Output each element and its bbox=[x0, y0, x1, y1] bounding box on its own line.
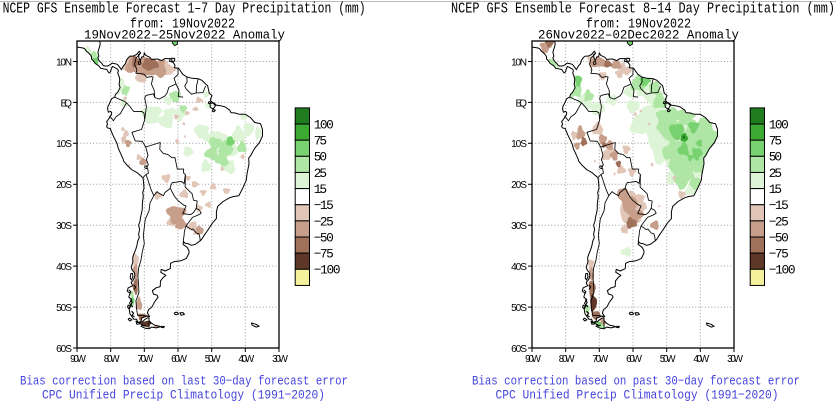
svg-text:CPC Unified Precip Climatology: CPC Unified Precip Climatology (1991−202… bbox=[496, 387, 779, 402]
svg-text:from: 19Nov2022: from: 19Nov2022 bbox=[130, 16, 235, 32]
svg-text:80W: 80W bbox=[104, 354, 120, 365]
svg-text:−100: −100 bbox=[769, 263, 796, 278]
svg-text:70W: 70W bbox=[592, 354, 608, 365]
svg-text:NCEP GFS Ensemble Forecast 1–7: NCEP GFS Ensemble Forecast 1–7 Day Preci… bbox=[3, 2, 366, 18]
svg-text:30S: 30S bbox=[56, 221, 72, 232]
svg-text:−75: −75 bbox=[769, 247, 789, 262]
svg-text:Bias correction based on past: Bias correction based on past 30−day for… bbox=[472, 373, 800, 388]
svg-text:10S: 10S bbox=[511, 139, 527, 150]
svg-text:10S: 10S bbox=[56, 139, 72, 150]
svg-text:50W: 50W bbox=[205, 354, 221, 365]
svg-text:−50: −50 bbox=[769, 230, 789, 245]
svg-text:Bias correction based on last: Bias correction based on last 30−day for… bbox=[20, 373, 348, 388]
svg-text:90W: 90W bbox=[525, 354, 541, 365]
svg-text:60W: 60W bbox=[171, 354, 187, 365]
svg-text:−50: −50 bbox=[314, 230, 334, 245]
svg-text:−15: −15 bbox=[769, 198, 789, 213]
svg-text:−100: −100 bbox=[314, 263, 341, 278]
svg-text:50S: 50S bbox=[56, 303, 72, 314]
svg-text:15: 15 bbox=[314, 182, 327, 197]
svg-text:100: 100 bbox=[314, 117, 334, 132]
svg-text:70W: 70W bbox=[137, 354, 153, 365]
svg-text:30S: 30S bbox=[511, 221, 527, 232]
svg-text:80W: 80W bbox=[559, 354, 575, 365]
svg-text:30W: 30W bbox=[727, 354, 743, 365]
svg-text:60S: 60S bbox=[511, 344, 527, 355]
svg-text:20S: 20S bbox=[56, 180, 72, 191]
svg-text:50S: 50S bbox=[511, 303, 527, 314]
svg-text:20S: 20S bbox=[511, 180, 527, 191]
svg-text:50: 50 bbox=[314, 150, 327, 165]
svg-text:40W: 40W bbox=[238, 354, 254, 365]
svg-text:75: 75 bbox=[314, 134, 327, 149]
svg-text:40S: 40S bbox=[511, 262, 527, 273]
svg-text:25: 25 bbox=[314, 166, 327, 181]
svg-text:50: 50 bbox=[769, 150, 782, 165]
svg-text:−15: −15 bbox=[314, 198, 334, 213]
svg-text:10N: 10N bbox=[511, 57, 527, 68]
svg-text:−25: −25 bbox=[314, 214, 334, 229]
svg-text:EQ: EQ bbox=[61, 98, 73, 109]
svg-text:100: 100 bbox=[769, 117, 789, 132]
svg-text:25: 25 bbox=[769, 166, 782, 181]
svg-text:19Nov2022–25Nov2022 Anomaly: 19Nov2022–25Nov2022 Anomaly bbox=[84, 29, 285, 43]
svg-text:−75: −75 bbox=[314, 247, 334, 262]
svg-text:40S: 40S bbox=[56, 262, 72, 273]
svg-text:EQ: EQ bbox=[516, 98, 528, 109]
svg-text:15: 15 bbox=[769, 182, 782, 197]
svg-text:CPC Unified Precip Climatology: CPC Unified Precip Climatology (1991−202… bbox=[42, 387, 325, 402]
svg-text:60W: 60W bbox=[626, 354, 642, 365]
svg-text:NCEP GFS Ensemble Forecast 8–1: NCEP GFS Ensemble Forecast 8–14 Day Prec… bbox=[451, 2, 835, 18]
svg-text:−25: −25 bbox=[769, 214, 789, 229]
svg-text:26Nov2022–02Dec2022 Anomaly: 26Nov2022–02Dec2022 Anomaly bbox=[538, 29, 739, 43]
svg-text:75: 75 bbox=[769, 134, 782, 149]
svg-text:60S: 60S bbox=[56, 344, 72, 355]
svg-text:from: 19Nov2022: from: 19Nov2022 bbox=[586, 16, 691, 32]
svg-text:90W: 90W bbox=[70, 354, 86, 365]
svg-text:10N: 10N bbox=[56, 57, 72, 68]
svg-text:40W: 40W bbox=[693, 354, 709, 365]
svg-text:30W: 30W bbox=[272, 354, 288, 365]
svg-text:50W: 50W bbox=[660, 354, 676, 365]
